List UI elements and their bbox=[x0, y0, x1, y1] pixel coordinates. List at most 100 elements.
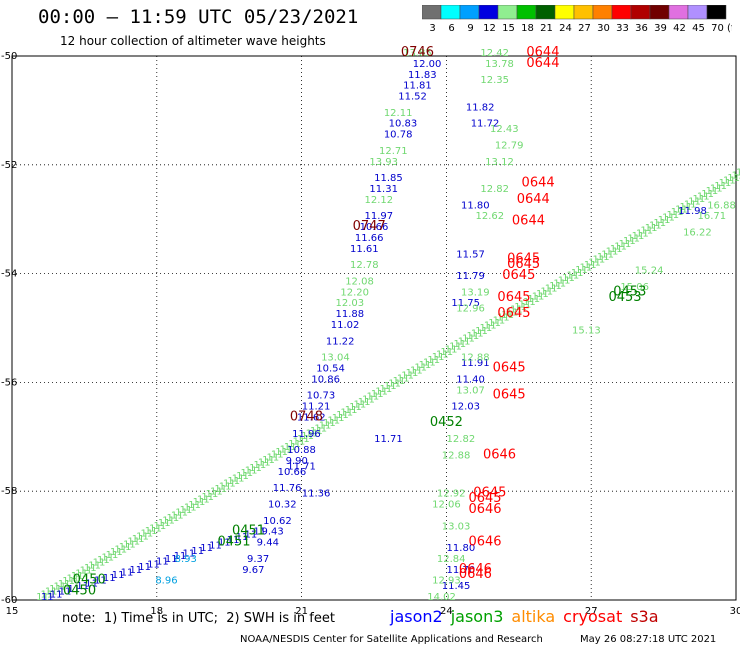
point-label-jason2: 10.88 bbox=[287, 445, 316, 456]
point-label-jason2: 11.75 bbox=[451, 298, 480, 309]
point-label-jason3: 12.35 bbox=[480, 75, 509, 86]
track-mark: 11 bbox=[106, 550, 119, 561]
track-mark: 11 bbox=[419, 360, 432, 371]
track-mark: 11 bbox=[240, 468, 253, 479]
track-mark: 11 bbox=[671, 207, 684, 218]
track-mark: 11 bbox=[506, 307, 519, 318]
point-label-jason2: 10.66 bbox=[278, 467, 307, 478]
track-mark: 11 bbox=[466, 331, 479, 342]
point-label-jason2: 11.91 bbox=[461, 358, 490, 369]
track-mark: 11 bbox=[384, 381, 397, 392]
track-mark: 11 bbox=[175, 508, 188, 519]
track-mark: 11 bbox=[236, 532, 249, 543]
track-mark: 11 bbox=[475, 326, 488, 337]
point-label-jason3: 12.06 bbox=[432, 500, 461, 511]
point-label-jason2: 11.02 bbox=[331, 320, 360, 331]
point-label-jason2: 9.43 bbox=[262, 527, 284, 538]
y-tick-label: -58 bbox=[1, 486, 17, 497]
track-mark: 11 bbox=[258, 458, 271, 469]
point-label-jason3: 12.84 bbox=[437, 554, 466, 565]
point-label-jason2: 11.36 bbox=[302, 489, 331, 500]
point-label-jason2: 10.54 bbox=[316, 364, 345, 375]
point-label-jason3: 12.43 bbox=[490, 124, 519, 135]
track-mark: 11 bbox=[114, 545, 127, 556]
point-label-jason2: 11.66 bbox=[355, 233, 384, 244]
point-label-jason2: 10.83 bbox=[389, 119, 418, 130]
track-mark: 11 bbox=[545, 284, 558, 295]
track-mark: 11 bbox=[162, 516, 175, 527]
track-mark: 11 bbox=[380, 384, 393, 395]
point-label-jason2: 11.57 bbox=[456, 249, 485, 260]
track-mark: 11 bbox=[262, 455, 275, 466]
track-mark: 11 bbox=[54, 581, 67, 592]
y-tick-label: -56 bbox=[1, 377, 17, 388]
track-mark: 11 bbox=[658, 215, 671, 226]
track-mark: 11 bbox=[206, 489, 219, 500]
point-label-jason2: 11.45 bbox=[442, 581, 471, 592]
point-label-jason2: 10.78 bbox=[384, 130, 413, 141]
track-mark: 11 bbox=[640, 226, 653, 237]
track-mark: 11 bbox=[41, 592, 54, 603]
track-mark: 11 bbox=[471, 328, 484, 339]
point-label-cryosat: 0645 bbox=[497, 306, 530, 321]
track-mark: 11 bbox=[493, 315, 506, 326]
colorbar-label: 3 bbox=[429, 23, 435, 34]
point-label-jason3: 12.96 bbox=[456, 304, 485, 315]
track-mark: 11 bbox=[174, 551, 187, 562]
track-mark: 11 bbox=[223, 479, 236, 490]
track-mark: 11 bbox=[488, 318, 501, 329]
point-label-s3a: 0748 bbox=[290, 409, 323, 424]
y-tick-label: -60 bbox=[1, 595, 17, 606]
point-label-jason3: 12.20 bbox=[340, 287, 369, 298]
track-mark: 11 bbox=[149, 523, 162, 534]
track-mark: 11 bbox=[140, 529, 153, 540]
track-mark: 11 bbox=[367, 392, 380, 403]
track-mark: 11 bbox=[271, 450, 284, 461]
point-label-jason3: 13.07 bbox=[456, 385, 485, 396]
point-label-jason3: 12.71 bbox=[379, 146, 408, 157]
track-mark: 11 bbox=[129, 565, 142, 576]
track-mark: 11 bbox=[519, 299, 532, 310]
point-label-jason3: 13.04 bbox=[321, 353, 350, 364]
track-mark: 11 bbox=[566, 270, 579, 281]
track-mark: 11 bbox=[401, 371, 414, 382]
x-tick-label: 21 bbox=[295, 606, 308, 617]
point-label-jason2: 11.62 bbox=[297, 412, 326, 423]
track-mark: 11 bbox=[645, 223, 658, 234]
track-mark: 11 bbox=[158, 518, 171, 529]
track-mark: 11 bbox=[388, 379, 401, 390]
track-mark: 11 bbox=[453, 339, 466, 350]
track-mark: 11 bbox=[253, 460, 266, 471]
chart-title: 00:00 – 11:59 UTC 05/23/2021 bbox=[38, 6, 359, 28]
x-tick-label: 18 bbox=[150, 606, 163, 617]
point-label-jason2: 11.71 bbox=[287, 461, 316, 472]
credit-line: NOAA/NESDIS Center for Satellite Applica… bbox=[240, 634, 543, 645]
track-mark: 11 bbox=[293, 437, 306, 448]
point-label-jason3-labels: 0451 bbox=[232, 524, 265, 539]
chart-subtitle: 12 hour collection of altimeter wave hei… bbox=[60, 34, 326, 48]
track-mark: 11 bbox=[297, 434, 310, 445]
point-label-jason3: 12.92 bbox=[437, 489, 466, 500]
point-label-jason2: 11.40 bbox=[456, 374, 485, 385]
colorbar-label: 42 bbox=[673, 23, 686, 34]
x-tick-label: 30 bbox=[730, 606, 740, 617]
point-label-jason3-labels: 0453 bbox=[608, 290, 641, 305]
track-mark: 11 bbox=[462, 334, 475, 345]
legend-cryosat: cryosat bbox=[563, 607, 623, 626]
track-mark: 11 bbox=[253, 527, 266, 538]
track-mark: 11 bbox=[288, 439, 301, 450]
track-mark: 11 bbox=[180, 505, 193, 516]
track-mark: 11 bbox=[684, 199, 697, 210]
track-mark: 11 bbox=[36, 592, 49, 603]
point-label-cryosat: 0644 bbox=[526, 56, 559, 71]
track-mark: 11 bbox=[619, 239, 632, 250]
point-label-jason3-labels: 0450 bbox=[63, 584, 96, 599]
point-label-jason3: 13.19 bbox=[461, 287, 490, 298]
x-tick-label: 27 bbox=[585, 606, 598, 617]
track-mark: 11 bbox=[267, 452, 280, 463]
track-mark: 11 bbox=[427, 355, 440, 366]
track-mark: 11 bbox=[736, 168, 740, 179]
point-label-cryosat: 0646 bbox=[483, 448, 516, 463]
track-mark: 11 bbox=[310, 426, 323, 437]
track-mark: 11 bbox=[75, 568, 88, 579]
